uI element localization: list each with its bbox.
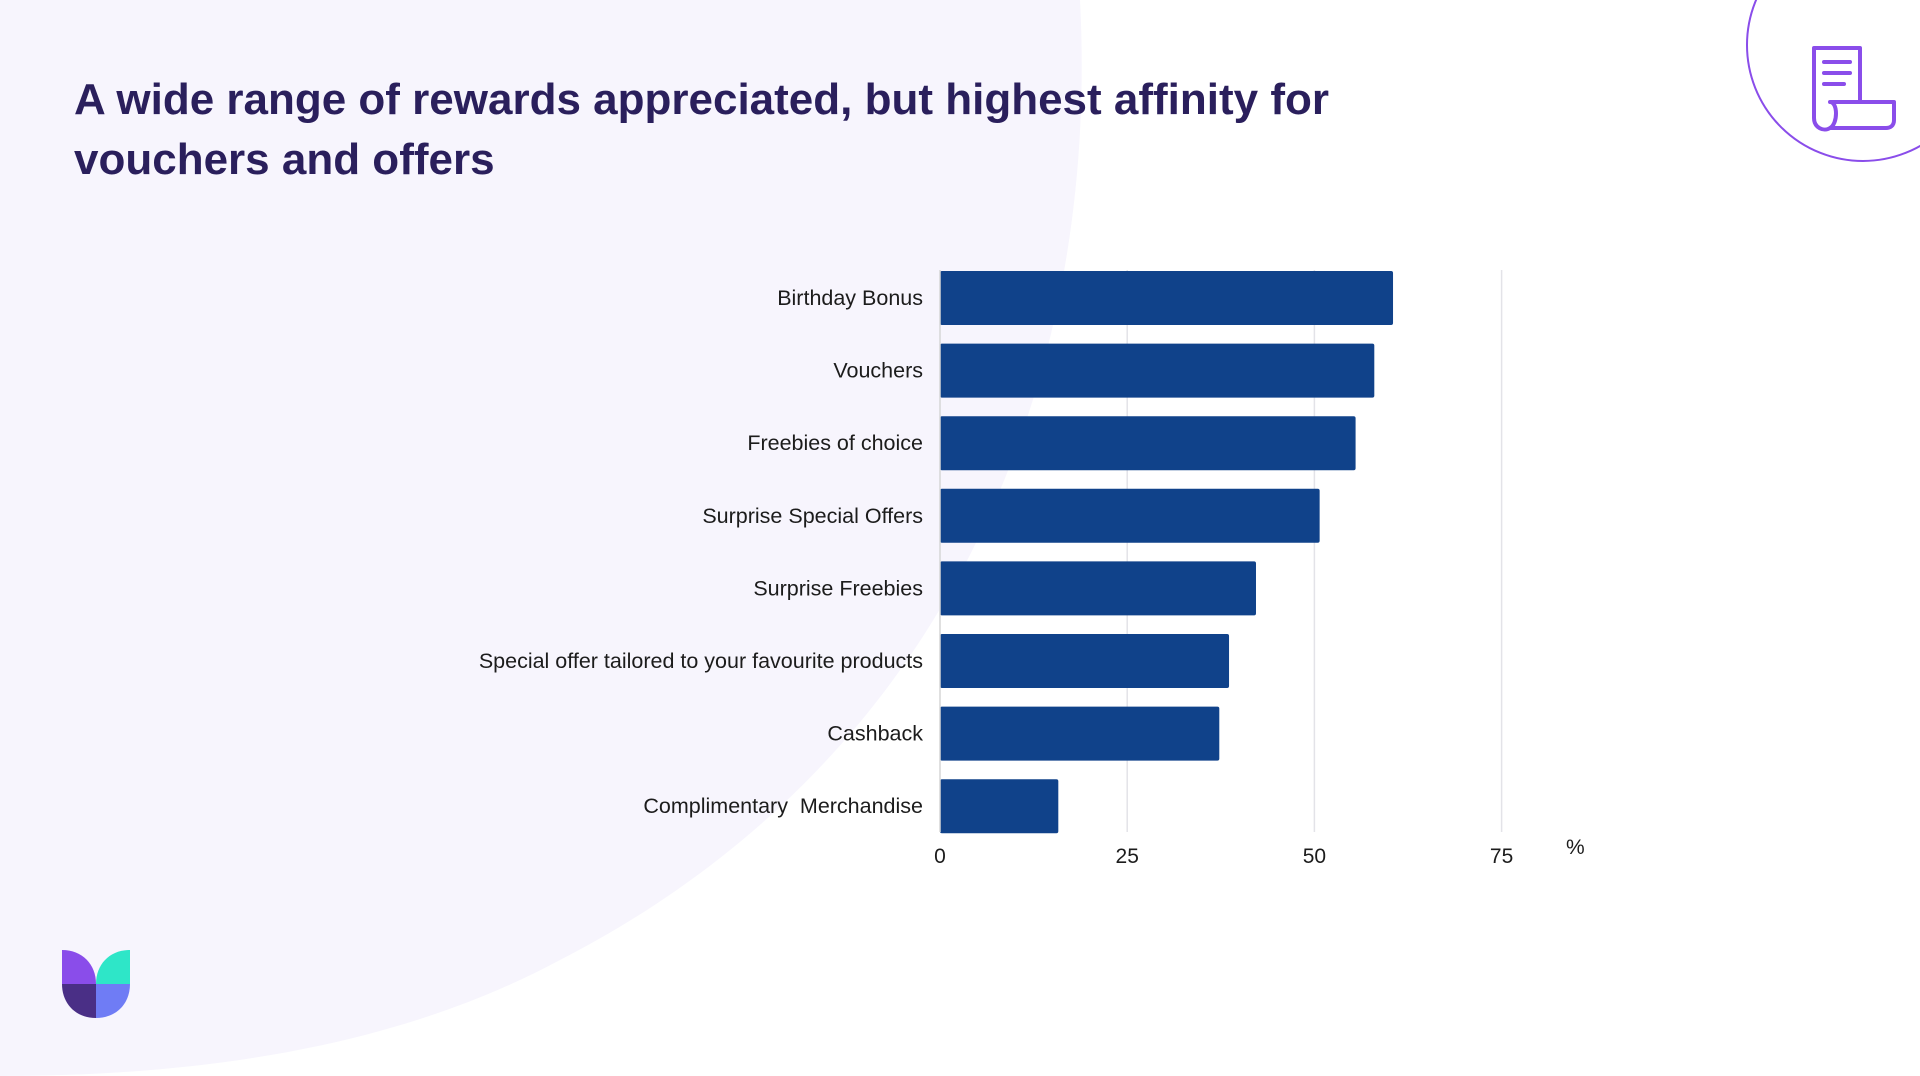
category-label: Special offer tailored to your favourite… <box>479 649 923 673</box>
bar <box>940 706 1220 761</box>
category-label: Vouchers <box>833 359 923 383</box>
brand-logo-icon <box>62 950 130 1018</box>
page-title: A wide range of rewards appreciated, but… <box>74 75 1330 184</box>
category-label: Surprise Special Offers <box>702 504 923 528</box>
bar <box>940 271 1394 325</box>
x-tick-label: 75 <box>1490 845 1513 868</box>
receipt-icon <box>1812 46 1896 132</box>
bar <box>940 779 1059 834</box>
bar <box>940 634 1230 688</box>
x-tick-label: 0 <box>934 845 946 868</box>
x-tick-label: 25 <box>1116 845 1139 868</box>
bars <box>940 271 1394 834</box>
category-label: Surprise Freebies <box>753 576 923 600</box>
category-label: Birthday Bonus <box>777 286 923 310</box>
x-axis-ticks: 0 25 50 75 <box>934 845 1513 868</box>
x-axis-unit-label: % <box>1566 836 1585 859</box>
x-tick-label: 50 <box>1303 845 1326 868</box>
category-label: Freebies of choice <box>747 431 923 455</box>
category-label: Complimentary Merchandise <box>643 794 923 818</box>
bar <box>940 561 1256 616</box>
bar <box>940 343 1375 398</box>
background-blob-shape <box>0 0 1082 1076</box>
category-label: Cashback <box>827 722 923 746</box>
bar <box>940 488 1320 543</box>
bar <box>940 416 1356 471</box>
category-labels: Birthday Bonus Vouchers Freebies of choice… <box>479 286 923 818</box>
